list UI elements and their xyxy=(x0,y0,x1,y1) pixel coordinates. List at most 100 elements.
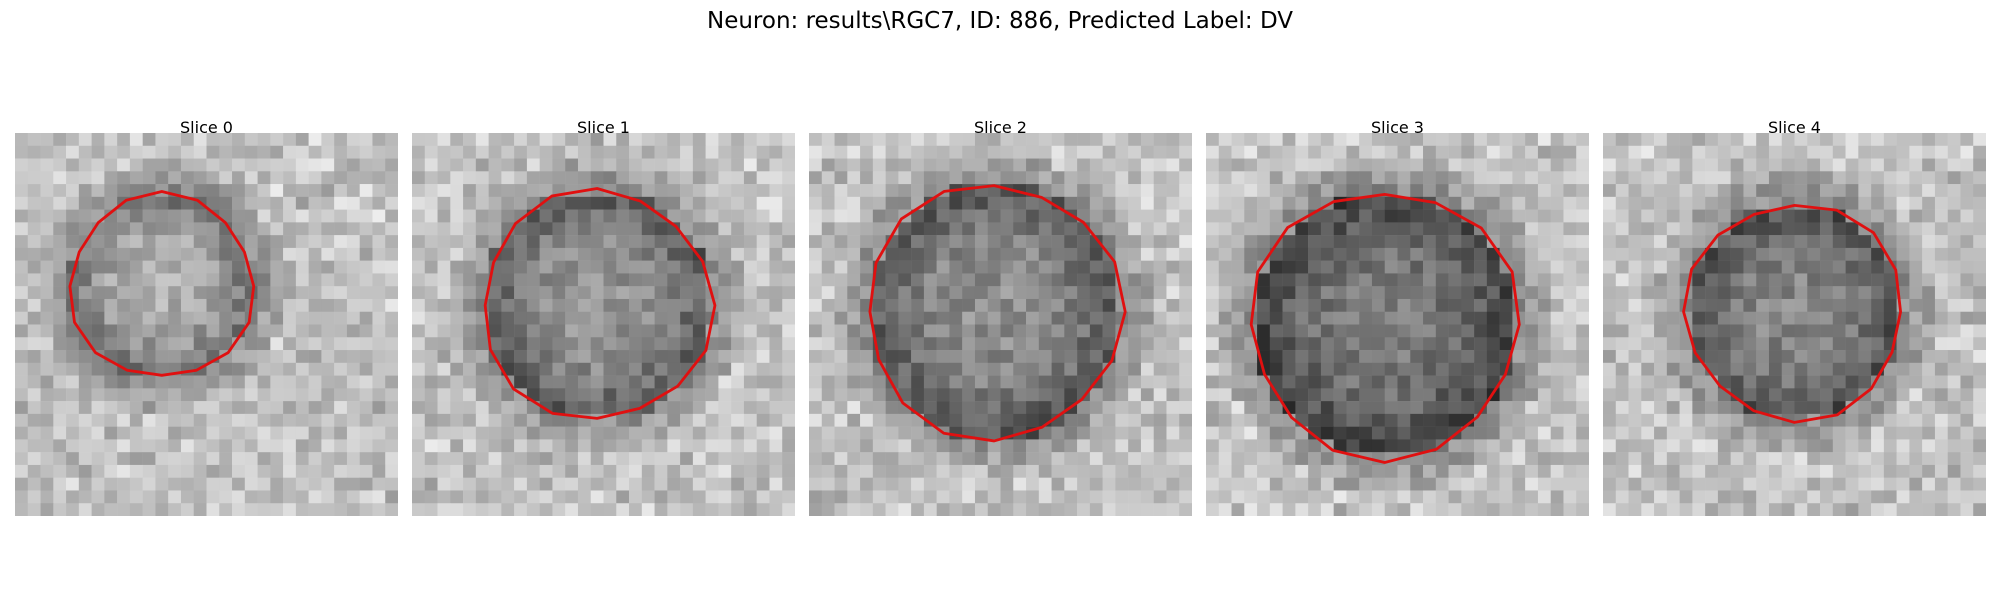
image-pixel xyxy=(1641,196,1655,210)
image-pixel xyxy=(962,503,976,516)
image-pixel xyxy=(91,477,105,491)
image-pixel xyxy=(1333,247,1347,261)
image-pixel xyxy=(1654,324,1668,338)
image-pixel xyxy=(27,426,41,440)
image-pixel xyxy=(1410,235,1424,249)
image-pixel xyxy=(718,171,732,185)
image-pixel xyxy=(475,145,489,159)
image-pixel xyxy=(654,158,668,172)
image-pixel xyxy=(756,209,770,223)
image-pixel xyxy=(1603,222,1617,236)
image-pixel xyxy=(270,196,284,210)
image-pixel xyxy=(1257,503,1271,516)
image-pixel xyxy=(680,222,694,236)
image-pixel xyxy=(1615,350,1629,364)
image-pixel xyxy=(1000,260,1014,274)
image-pixel xyxy=(756,401,770,415)
image-pixel xyxy=(1781,337,1795,351)
image-pixel xyxy=(1166,375,1180,389)
image-pixel xyxy=(232,158,246,172)
image-pixel xyxy=(603,273,617,287)
image-pixel xyxy=(1013,260,1027,274)
image-pixel xyxy=(1282,477,1296,491)
image-pixel xyxy=(1576,426,1589,440)
image-pixel xyxy=(1730,324,1744,338)
image-pixel xyxy=(1692,439,1706,453)
image-pixel xyxy=(1576,184,1589,198)
image-pixel xyxy=(475,324,489,338)
image-pixel xyxy=(1257,388,1271,402)
image-pixel xyxy=(15,235,29,249)
image-pixel xyxy=(117,286,131,300)
image-pixel xyxy=(821,311,835,325)
image-pixel xyxy=(53,235,67,249)
image-pixel xyxy=(1717,247,1731,261)
image-pixel xyxy=(1013,171,1027,185)
image-pixel xyxy=(654,439,668,453)
image-pixel xyxy=(1486,337,1500,351)
image-pixel xyxy=(1563,209,1577,223)
image-pixel xyxy=(1603,464,1617,478)
image-pixel xyxy=(359,222,373,236)
image-pixel xyxy=(1730,362,1744,376)
image-pixel xyxy=(1756,196,1770,210)
image-pixel xyxy=(577,439,591,453)
image-pixel xyxy=(1179,477,1192,491)
image-pixel xyxy=(1115,439,1129,453)
image-pixel xyxy=(1603,362,1617,376)
image-pixel xyxy=(821,426,835,440)
image-pixel xyxy=(232,260,246,274)
image-pixel xyxy=(1140,464,1154,478)
image-pixel xyxy=(1781,503,1795,516)
image-pixel xyxy=(385,362,398,376)
image-pixel xyxy=(40,337,54,351)
image-pixel xyxy=(1026,298,1040,312)
image-pixel xyxy=(731,209,745,223)
image-pixel xyxy=(437,490,451,504)
image-pixel xyxy=(244,503,258,516)
image-pixel xyxy=(1603,477,1617,491)
image-pixel xyxy=(1615,439,1629,453)
image-pixel xyxy=(91,235,105,249)
image-pixel xyxy=(1858,235,1872,249)
image-pixel xyxy=(1717,350,1731,364)
image-pixel xyxy=(962,362,976,376)
image-pixel xyxy=(359,260,373,274)
image-pixel xyxy=(860,362,874,376)
image-pixel xyxy=(1934,298,1948,312)
image-pixel xyxy=(501,452,515,466)
image-pixel xyxy=(1909,260,1923,274)
image-pixel xyxy=(1371,503,1385,516)
image-pixel xyxy=(1474,362,1488,376)
image-pixel xyxy=(860,145,874,159)
image-pixel xyxy=(565,286,579,300)
image-pixel xyxy=(1397,171,1411,185)
image-pixel xyxy=(1026,464,1040,478)
image-pixel xyxy=(501,388,515,402)
image-pixel xyxy=(1794,464,1808,478)
image-pixel xyxy=(1807,133,1821,147)
image-pixel xyxy=(1537,235,1551,249)
image-pixel xyxy=(1603,426,1617,440)
image-pixel xyxy=(1730,209,1744,223)
image-pixel xyxy=(1576,273,1589,287)
image-pixel xyxy=(66,222,80,236)
image-pixel xyxy=(718,196,732,210)
image-pixel xyxy=(1628,452,1642,466)
image-pixel xyxy=(1883,464,1897,478)
image-pixel xyxy=(1909,375,1923,389)
image-pixel xyxy=(1000,247,1014,261)
image-pixel xyxy=(1960,413,1974,427)
image-pixel xyxy=(1359,298,1373,312)
image-pixel xyxy=(1807,350,1821,364)
image-pixel xyxy=(244,158,258,172)
image-pixel xyxy=(718,286,732,300)
image-pixel xyxy=(1768,464,1782,478)
image-pixel xyxy=(1756,477,1770,491)
image-pixel xyxy=(949,171,963,185)
image-pixel xyxy=(667,286,681,300)
image-pixel xyxy=(1909,311,1923,325)
image-pixel xyxy=(1781,222,1795,236)
image-pixel xyxy=(334,235,348,249)
image-pixel xyxy=(155,426,169,440)
